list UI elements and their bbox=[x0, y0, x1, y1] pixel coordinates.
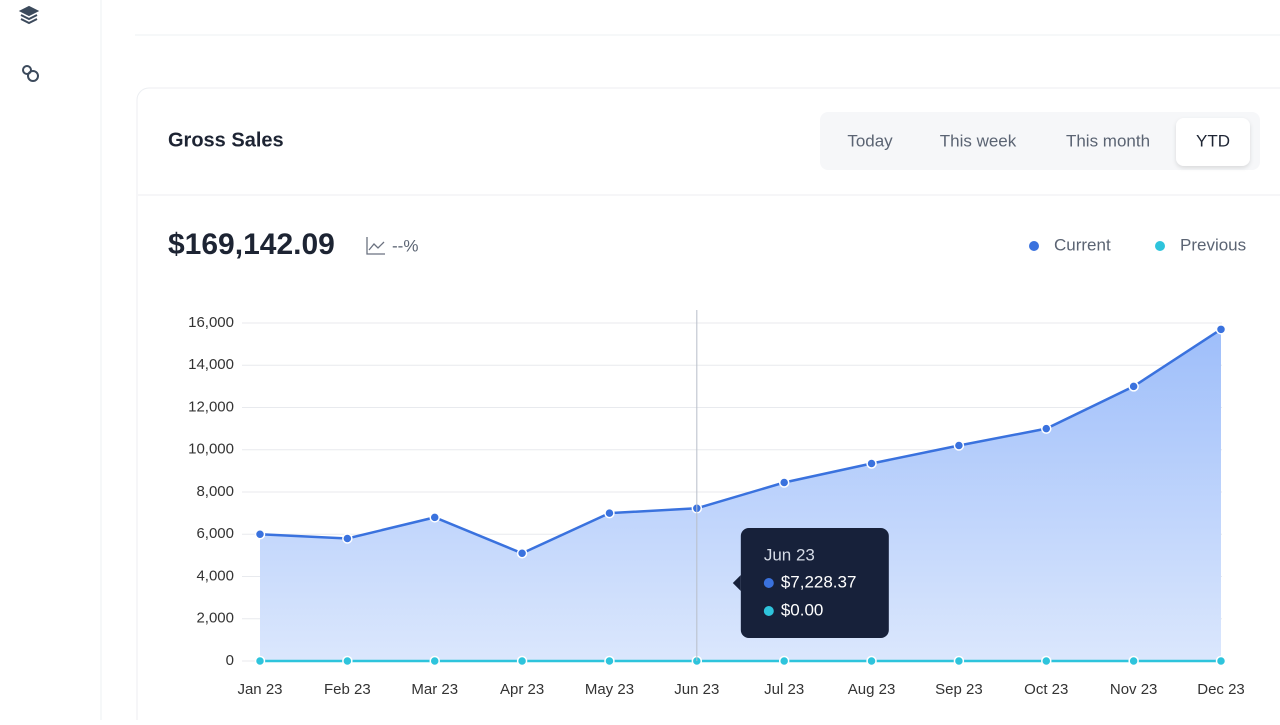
tooltip bbox=[740, 528, 889, 638]
tooltip-title: Jun 23 bbox=[764, 545, 815, 564]
y-tick-label: 8,000 bbox=[196, 483, 234, 500]
point bbox=[254, 529, 266, 540]
point bbox=[953, 655, 965, 667]
legend-dot bbox=[1155, 241, 1165, 251]
x-tick-label: Sep 23 bbox=[935, 681, 983, 698]
y-tick-label: 12,000 bbox=[188, 398, 234, 415]
x-tick-label: Dec 23 bbox=[1197, 681, 1245, 698]
area bbox=[260, 329, 1221, 661]
x-tick-label: Feb 23 bbox=[324, 681, 371, 698]
tab[interactable]: This week bbox=[940, 131, 1017, 150]
tab[interactable]: YTD bbox=[1196, 131, 1230, 150]
trend-icon bbox=[366, 237, 385, 255]
x-tick-label: Jun 23 bbox=[674, 681, 719, 698]
point bbox=[1215, 655, 1227, 667]
point bbox=[254, 655, 266, 667]
y-tick-label: 10,000 bbox=[188, 441, 234, 458]
point bbox=[1128, 655, 1139, 667]
tooltip-dot bbox=[763, 606, 774, 616]
point bbox=[429, 655, 440, 667]
x-tick-label: Jan 23 bbox=[237, 681, 282, 698]
x-tick-label: Mar 23 bbox=[411, 681, 458, 698]
point bbox=[866, 655, 877, 667]
point bbox=[342, 655, 353, 667]
point bbox=[429, 512, 440, 523]
x-tick-label: May 23 bbox=[585, 681, 634, 698]
point bbox=[778, 655, 790, 667]
y-tick-label: 0 bbox=[226, 652, 234, 669]
y-tick-label: 16,000 bbox=[188, 314, 234, 331]
x-tick-label: Aug 23 bbox=[848, 681, 896, 698]
tooltip-arrow bbox=[732, 575, 741, 591]
point bbox=[866, 458, 877, 469]
tab[interactable]: This month bbox=[1066, 131, 1150, 150]
tooltip-value: $7,228.37 bbox=[781, 572, 857, 591]
point bbox=[1041, 655, 1052, 667]
y-tick-label: 2,000 bbox=[196, 610, 234, 627]
tooltip-dot bbox=[763, 578, 774, 588]
x-tick-label: Apr 23 bbox=[500, 681, 544, 698]
point bbox=[516, 655, 528, 667]
point bbox=[778, 477, 790, 488]
legend-label: Current bbox=[1054, 235, 1111, 254]
tab-bar bbox=[820, 112, 1260, 170]
total-sales: $169,142.09 bbox=[168, 228, 335, 261]
x-tick-label: Jul 23 bbox=[764, 681, 804, 698]
tab-active-bg bbox=[1176, 118, 1250, 166]
layers-icon[interactable] bbox=[18, 5, 40, 25]
point bbox=[1041, 423, 1052, 434]
line bbox=[259, 328, 1222, 555]
point bbox=[516, 548, 528, 559]
y-tick-label: 6,000 bbox=[196, 525, 234, 542]
change: --% bbox=[392, 236, 418, 255]
y-tick-label: 14,000 bbox=[188, 356, 234, 373]
legend-dot bbox=[1029, 241, 1039, 251]
point bbox=[953, 440, 965, 451]
tab[interactable]: Today bbox=[847, 131, 893, 150]
x-tick-label: Oct 23 bbox=[1024, 681, 1068, 698]
point bbox=[342, 533, 353, 544]
point bbox=[1128, 381, 1139, 392]
legend-label: Previous bbox=[1180, 235, 1246, 254]
x-tick-label: Nov 23 bbox=[1110, 681, 1158, 698]
tooltip-value: $0.00 bbox=[781, 600, 824, 619]
point bbox=[604, 507, 615, 519]
y-tick-label: 4,000 bbox=[196, 567, 234, 584]
card-title: Gross Sales bbox=[168, 129, 284, 151]
point bbox=[1215, 324, 1227, 335]
coins-icon[interactable] bbox=[22, 65, 39, 82]
point bbox=[604, 655, 615, 667]
